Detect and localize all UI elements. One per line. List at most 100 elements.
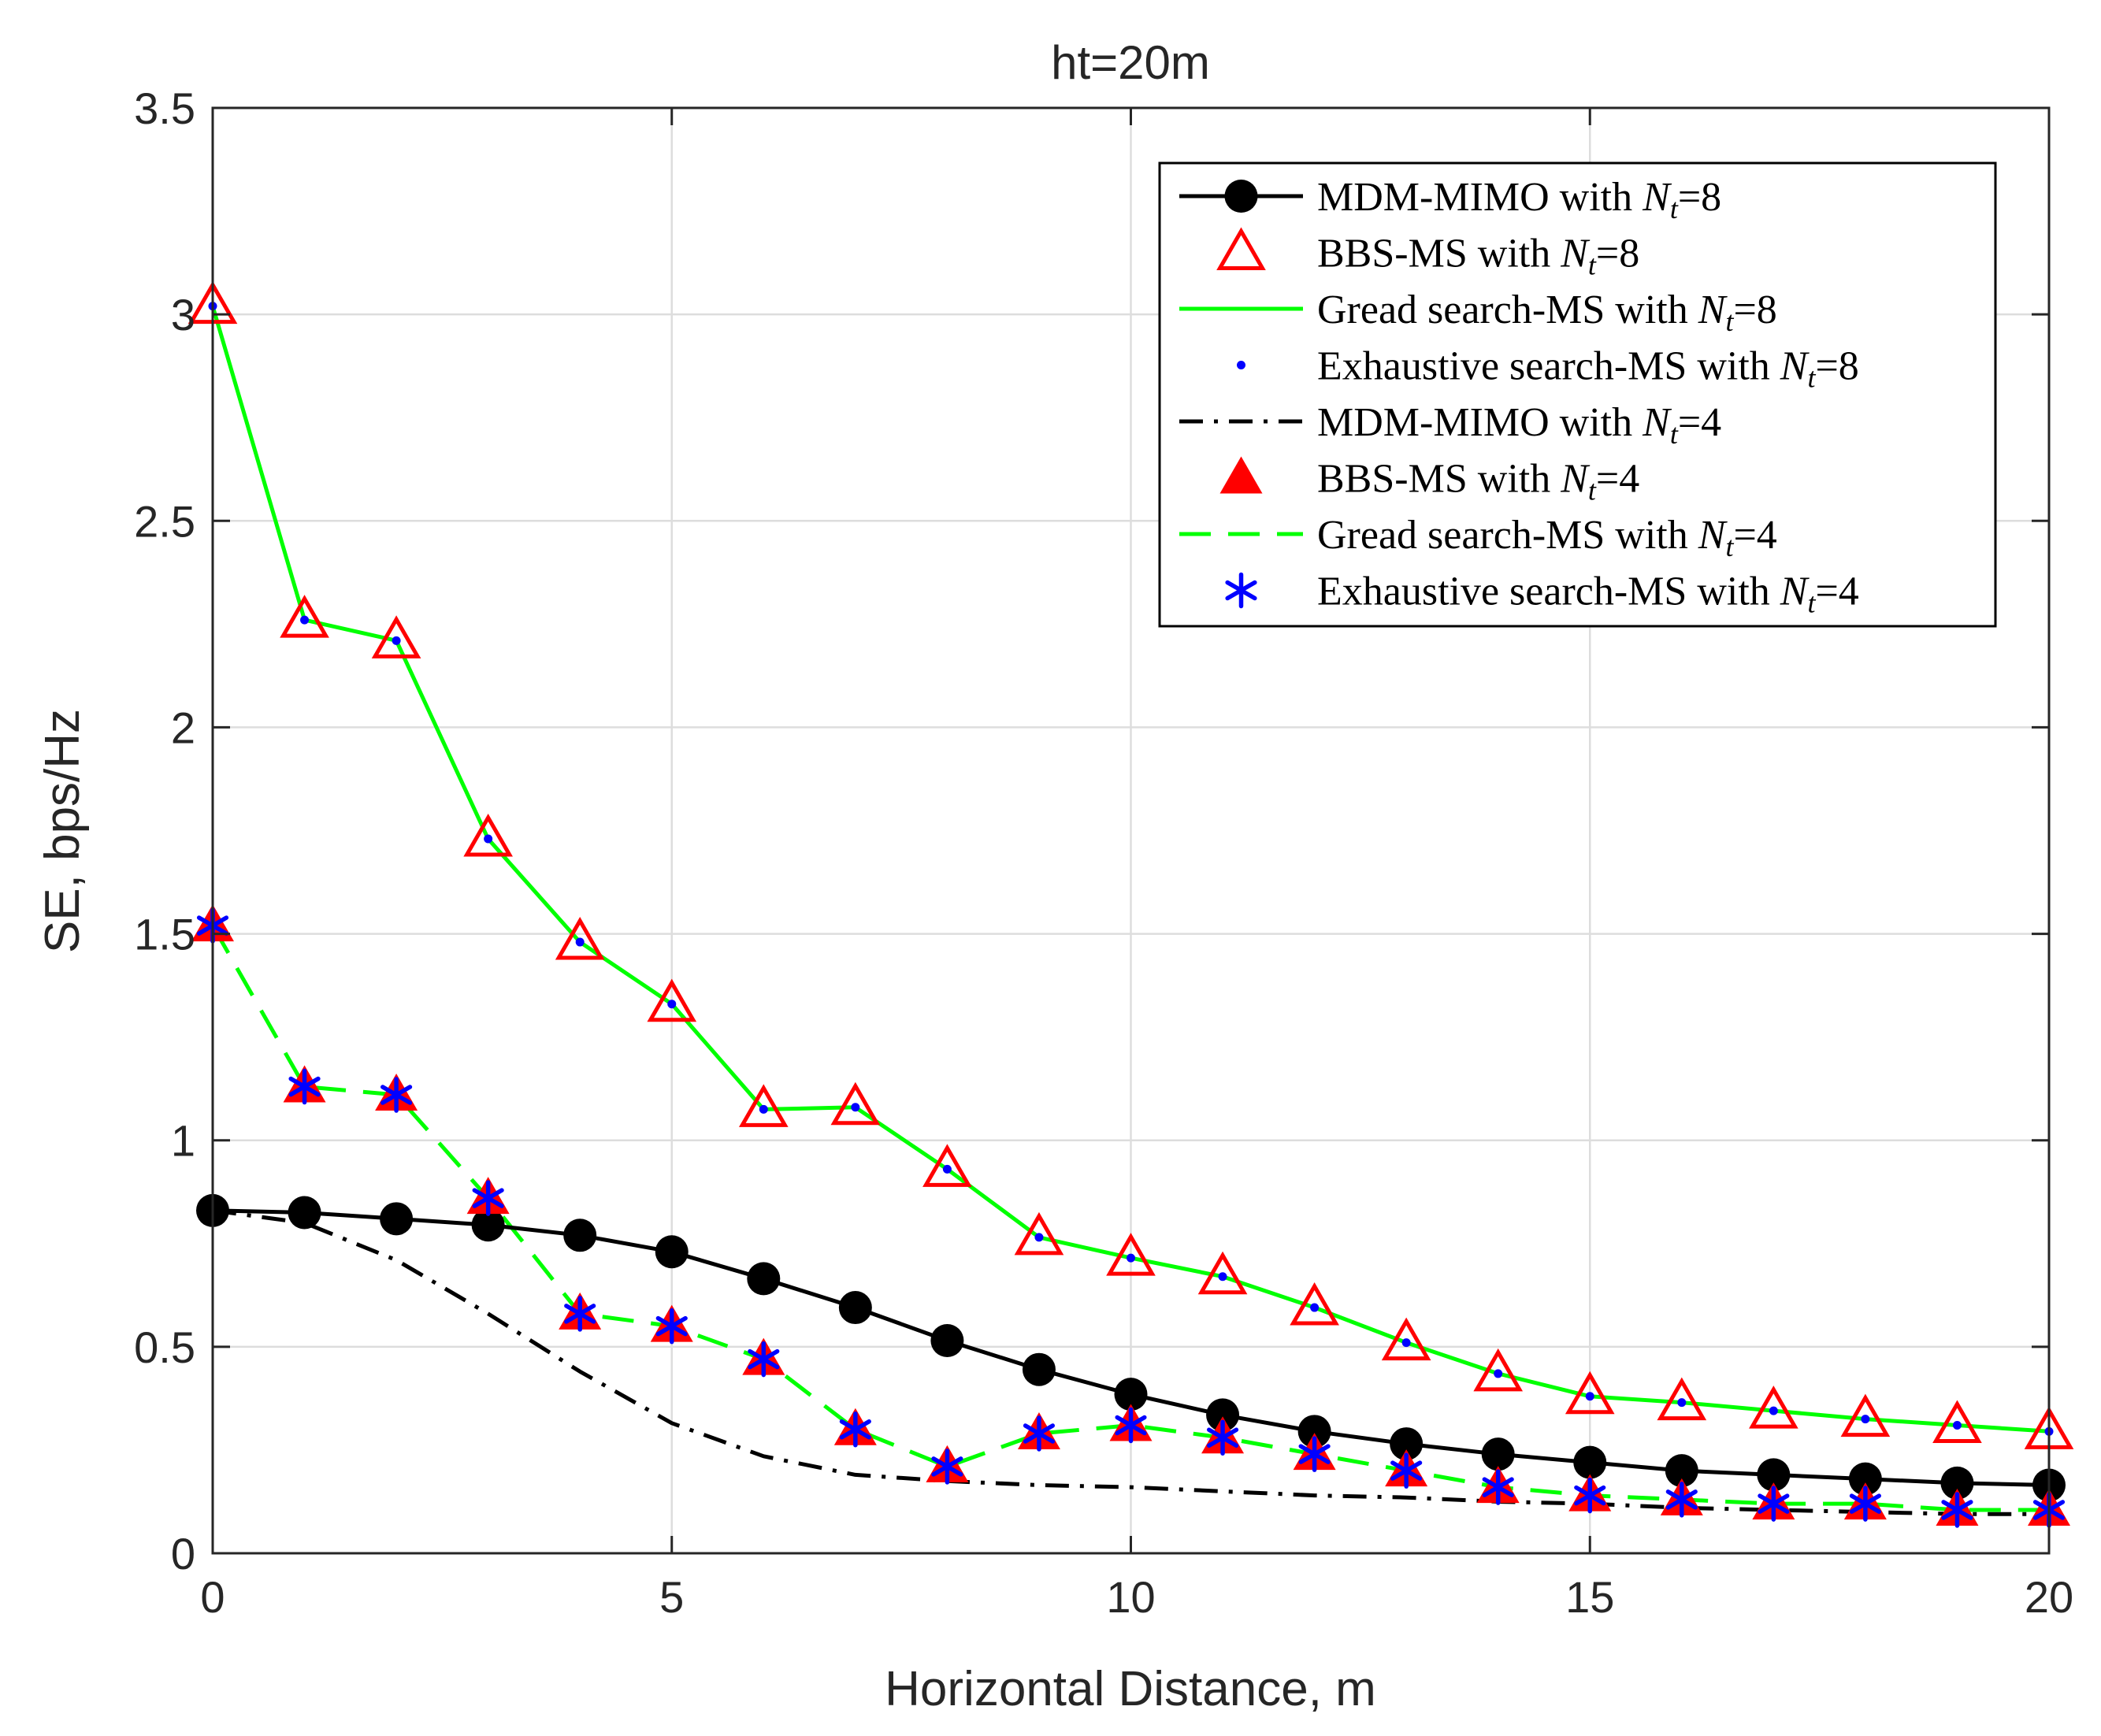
series-2-point: [647, 978, 697, 1022]
legend-item: MDM-MIMO with Nt=8: [1179, 175, 1721, 224]
series-4-point: [1677, 1398, 1687, 1408]
x-tick-label: 15: [1565, 1572, 1614, 1622]
series-4-point: [1769, 1406, 1778, 1415]
series-8-point: [1574, 1477, 1606, 1514]
legend-box: [1158, 161, 1997, 628]
legend-item: Gread search-MS with Nt=4: [1179, 513, 1777, 562]
legend-label: Exhaustive search-MS with Nt=8: [1317, 344, 1859, 394]
series-4-point: [759, 1104, 768, 1114]
y-tick-label: 1: [171, 1116, 195, 1166]
y-tick-label: 3.5: [134, 83, 195, 133]
series-8-point: [655, 1308, 688, 1345]
series-2-point: [1014, 1211, 1064, 1256]
series-7-line: [210, 924, 2049, 1512]
series-2-point: [463, 813, 513, 857]
ticks: 0 5 10 15 20 0 0.5 1 1.5 2 2.5 3 3.5: [134, 83, 2073, 1622]
series-1-point: [1665, 1454, 1698, 1488]
series-4-point: [575, 937, 585, 947]
chart-title: ht=20m: [1051, 36, 1210, 89]
series-5-line: [212, 1208, 2049, 1516]
series-8-point: [380, 1077, 413, 1113]
series-4-point: [1034, 1233, 1044, 1242]
series-2-point: [738, 1084, 789, 1127]
series-2-point: [1197, 1251, 1248, 1295]
series-8-point: [288, 1068, 321, 1105]
y-tick-label: 2.5: [134, 496, 195, 546]
series-1-point: [563, 1219, 597, 1252]
series-8-point: [1298, 1436, 1331, 1472]
series-8-point: [1023, 1415, 1056, 1452]
series-2-point: [1565, 1371, 1615, 1415]
legend-marker-sample: [1225, 572, 1257, 609]
legend-label: Gread search-MS with Nt=8: [1317, 287, 1777, 337]
series-1-point: [1573, 1445, 1607, 1479]
series-2-point: [1840, 1393, 1891, 1437]
legend-marker-sample: [1216, 227, 1266, 270]
legend-marker-sample: [1219, 456, 1263, 494]
series-1-point: [1297, 1415, 1331, 1449]
legend-item: BBS-MS with Nt=4: [1219, 456, 1639, 506]
legend-marker-sample: [1237, 361, 1245, 369]
legend-marker-sample: [1224, 180, 1258, 213]
series-1-point: [471, 1208, 505, 1242]
series-1-point: [930, 1323, 964, 1357]
series-2-point: [1473, 1348, 1524, 1392]
legend-label: Exhaustive search-MS with Nt=4: [1317, 569, 1859, 619]
series-8-point: [839, 1411, 871, 1448]
y-tick-label: 0.5: [134, 1322, 195, 1372]
series-8-point: [1390, 1452, 1423, 1489]
series-layer: [187, 280, 2074, 1528]
legend-item: Exhaustive search-MS with Nt=8: [1237, 344, 1859, 394]
series-8-point: [1206, 1419, 1239, 1456]
series-8-point: [1849, 1486, 1881, 1522]
legend-label: BBS-MS with Nt=8: [1317, 232, 1639, 281]
series-4-point: [1861, 1415, 1870, 1424]
x-tick-label: 10: [1106, 1572, 1155, 1622]
series-2-point: [1932, 1400, 1982, 1443]
series-8-point: [1941, 1492, 1973, 1528]
series-4-point: [667, 1000, 677, 1009]
series-8-point: [748, 1341, 780, 1378]
series-1-point: [380, 1202, 414, 1236]
series-1-point: [747, 1262, 781, 1296]
y-axis-label: SE, bps/Hz: [35, 709, 90, 953]
series-1-point: [1206, 1398, 1240, 1432]
series-4-point: [300, 615, 310, 625]
series-4-point: [392, 636, 401, 645]
series-4-point: [851, 1103, 860, 1112]
series-8-markers: [196, 907, 2066, 1528]
legend-item: Exhaustive search-MS with Nt=4: [1225, 569, 1859, 619]
x-axis-label: Horizontal Distance, m: [885, 1662, 1376, 1716]
series-2-point: [1290, 1282, 1339, 1326]
series-8-point: [1665, 1482, 1698, 1518]
series-1-point: [838, 1291, 872, 1325]
series-4-point: [942, 1164, 952, 1174]
series-2-markers: [187, 280, 2074, 1449]
legend-item: BBS-MS with Nt=8: [1216, 227, 1639, 281]
series-2-point: [922, 1144, 972, 1187]
series-1-point: [1481, 1437, 1515, 1471]
series-4-point: [1494, 1369, 1503, 1378]
series-4-point: [1127, 1253, 1135, 1263]
y-tick-label: 0: [171, 1529, 195, 1578]
series-8-point: [1758, 1486, 1790, 1522]
series-8-point: [1115, 1407, 1147, 1444]
x-tick-label: 5: [659, 1572, 684, 1622]
series-2-point: [1106, 1233, 1156, 1276]
y-tick-label: 3: [171, 290, 195, 339]
series-1-point: [1757, 1458, 1791, 1492]
series-1-point: [655, 1235, 689, 1269]
x-tick-label: 20: [2025, 1572, 2073, 1622]
legend: MDM-MIMO with Nt=8 BBS-MS with Nt=8 Gread …: [1158, 161, 1997, 628]
series-1-point: [1114, 1378, 1148, 1411]
series-4-markers: [208, 302, 2054, 1436]
x-tick-label: 0: [200, 1572, 225, 1622]
series-1-point: [1940, 1466, 1974, 1500]
series-4-point: [1401, 1338, 1411, 1348]
y-tick-label: 2: [171, 703, 195, 752]
series-1-point: [288, 1196, 321, 1230]
series-8-point: [472, 1180, 504, 1216]
legend-label: MDM-MIMO with Nt=4: [1317, 400, 1721, 450]
series-2-point: [1657, 1377, 1707, 1421]
